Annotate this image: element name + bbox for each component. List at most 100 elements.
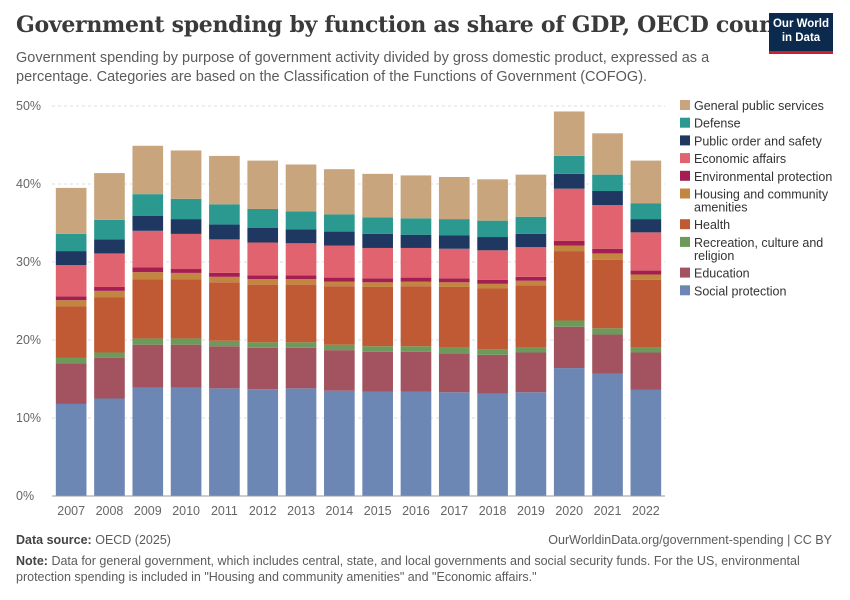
bar-segment[interactable] <box>438 286 470 348</box>
bar-segment[interactable] <box>247 227 279 243</box>
bar-segment[interactable] <box>55 300 87 307</box>
bar-segment[interactable] <box>55 357 87 364</box>
bar-segment[interactable] <box>285 284 317 343</box>
bar-segment[interactable] <box>362 282 393 287</box>
bar-segment[interactable] <box>94 219 125 240</box>
bar-segment[interactable] <box>515 247 547 277</box>
bar-segment[interactable] <box>324 350 355 391</box>
bar-segment[interactable] <box>324 281 355 287</box>
bar-segment[interactable] <box>209 204 240 225</box>
bar-segment[interactable] <box>55 306 87 358</box>
bar-segment[interactable] <box>94 290 125 298</box>
bar-segment[interactable] <box>438 392 470 496</box>
bar-segment[interactable] <box>477 283 508 289</box>
bar-segment[interactable] <box>438 248 470 279</box>
bar-segment[interactable] <box>477 349 508 355</box>
legend-label[interactable]: Education <box>694 267 750 281</box>
bar-segment[interactable] <box>285 347 317 389</box>
license-link[interactable]: OurWorldinData.org/government-spending |… <box>548 533 832 547</box>
bar-segment[interactable] <box>247 284 279 343</box>
bar-segment[interactable] <box>285 229 317 244</box>
legend-label[interactable]: Social protection <box>694 284 786 298</box>
bar-segment[interactable] <box>515 174 547 217</box>
bar-segment[interactable] <box>362 286 393 347</box>
bar-segment[interactable] <box>362 351 393 392</box>
bar-segment[interactable] <box>94 286 125 291</box>
bar-segment[interactable] <box>362 233 393 248</box>
bar-segment[interactable] <box>592 328 623 335</box>
bar-segment[interactable] <box>285 243 317 276</box>
bar-segment[interactable] <box>592 259 623 329</box>
bar-segment[interactable] <box>55 187 87 234</box>
bar-segment[interactable] <box>477 250 508 280</box>
bar-segment[interactable] <box>592 248 623 254</box>
bar-segment[interactable] <box>400 277 432 282</box>
bar-segment[interactable] <box>400 218 432 235</box>
bar-segment[interactable] <box>132 344 164 388</box>
bar-segment[interactable] <box>170 233 202 270</box>
bar-segment[interactable] <box>477 288 508 350</box>
bar-segment[interactable] <box>170 269 202 273</box>
bar-segment[interactable] <box>400 391 432 496</box>
bar-segment[interactable] <box>400 247 432 278</box>
bar-segment[interactable] <box>630 203 662 220</box>
bar-segment[interactable] <box>170 387 202 496</box>
bar-segment[interactable] <box>400 346 432 352</box>
bar-segment[interactable] <box>209 155 240 205</box>
legend-swatch[interactable] <box>680 100 690 110</box>
bar-segment[interactable] <box>285 388 317 496</box>
bar-segment[interactable] <box>94 239 125 254</box>
bar-segment[interactable] <box>477 220 508 238</box>
bar-segment[interactable] <box>209 282 240 341</box>
bar-segment[interactable] <box>438 176 470 220</box>
bar-segment[interactable] <box>285 342 317 348</box>
bar-segment[interactable] <box>553 251 585 321</box>
bar-segment[interactable] <box>438 219 470 236</box>
bar-segment[interactable] <box>630 279 662 348</box>
bar-segment[interactable] <box>94 398 125 497</box>
bar-segment[interactable] <box>324 231 355 246</box>
legend-label[interactable]: religion <box>694 249 734 263</box>
bar-segment[interactable] <box>362 391 393 496</box>
bar-segment[interactable] <box>553 111 585 156</box>
bar-segment[interactable] <box>209 272 240 277</box>
bar-segment[interactable] <box>170 219 202 234</box>
bar-segment[interactable] <box>477 279 508 284</box>
bar-segment[interactable] <box>94 253 125 287</box>
bar-segment[interactable] <box>324 344 355 351</box>
legend-swatch[interactable] <box>680 170 690 181</box>
bar-segment[interactable] <box>362 278 393 283</box>
bar-segment[interactable] <box>553 188 585 241</box>
legend-swatch[interactable] <box>680 236 690 247</box>
bar-segment[interactable] <box>630 219 662 233</box>
legend-swatch[interactable] <box>680 188 690 199</box>
bar-segment[interactable] <box>362 173 393 218</box>
bar-segment[interactable] <box>553 240 585 246</box>
bar-segment[interactable] <box>55 233 87 252</box>
bar-segment[interactable] <box>515 276 547 281</box>
bar-segment[interactable] <box>324 169 355 215</box>
bar-segment[interactable] <box>209 346 240 389</box>
bar-segment[interactable] <box>170 272 202 280</box>
bar-segment[interactable] <box>170 198 202 220</box>
bar-segment[interactable] <box>630 270 662 275</box>
bar-segment[interactable] <box>515 352 547 393</box>
bar-segment[interactable] <box>438 282 470 287</box>
bar-segment[interactable] <box>55 403 87 496</box>
owid-logo[interactable]: Our World in Data <box>769 13 833 54</box>
bar-segment[interactable] <box>438 235 470 249</box>
bar-segment[interactable] <box>55 251 87 266</box>
bar-segment[interactable] <box>362 247 393 279</box>
legend-swatch[interactable] <box>680 267 690 278</box>
bar-segment[interactable] <box>132 215 164 231</box>
bar-segment[interactable] <box>630 232 662 271</box>
bar-segment[interactable] <box>400 234 432 248</box>
bar-segment[interactable] <box>438 278 470 283</box>
bar-segment[interactable] <box>285 211 317 230</box>
bar-segment[interactable] <box>553 326 585 369</box>
bar-segment[interactable] <box>132 387 164 496</box>
bar-segment[interactable] <box>170 338 202 345</box>
source-value[interactable]: OECD (2025) <box>95 533 171 547</box>
bar-segment[interactable] <box>515 233 547 248</box>
bar-segment[interactable] <box>132 338 164 345</box>
